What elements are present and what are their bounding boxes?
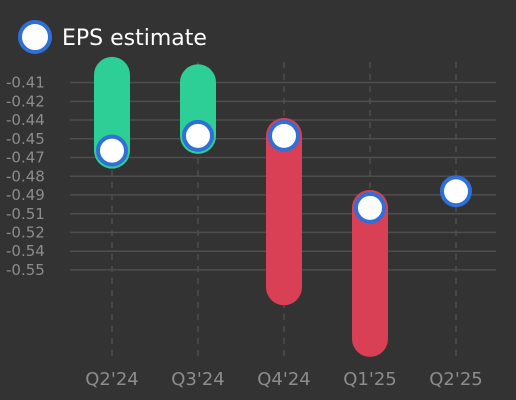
eps-estimate-markers	[96, 119, 472, 224]
y-tick-label-4: -0.47	[6, 148, 45, 166]
y-tick-label-3: -0.45	[6, 130, 45, 148]
y-tick-label-10: -0.55	[6, 261, 45, 279]
y-tick-label-9: -0.54	[6, 242, 45, 260]
legend-marker-icon	[18, 20, 52, 54]
eps-estimate-marker-3[interactable]	[354, 191, 386, 224]
x-axis-ticks: Q2'24 Q3'24 Q4'24 Q1'25 Q2'25	[85, 369, 482, 390]
eps-range-bar-2[interactable]	[266, 117, 302, 306]
eps-estimate-marker-0[interactable]	[96, 134, 128, 167]
x-tick-label-1: Q3'24	[171, 369, 224, 390]
eps-estimate-marker-1[interactable]	[182, 119, 214, 152]
eps-range-bar-3[interactable]	[352, 189, 388, 357]
y-tick-label-8: -0.52	[6, 223, 45, 241]
legend[interactable]: EPS estimate	[18, 20, 207, 54]
x-tick-label-0: Q2'24	[85, 369, 138, 390]
x-tick-label-2: Q4'24	[257, 369, 310, 390]
x-tick-label-4: Q2'25	[429, 369, 482, 390]
y-tick-label-5: -0.48	[6, 167, 45, 185]
eps-estimate-marker-4[interactable]	[440, 175, 472, 208]
y-tick-label-2: -0.44	[6, 111, 45, 129]
y-axis-ticks: -0.41-0.42-0.44-0.45-0.47-0.48-0.49-0.51…	[6, 73, 45, 278]
legend-label: EPS estimate	[62, 26, 207, 51]
x-tick-label-3: Q1'25	[343, 369, 396, 390]
eps-estimate-marker-2[interactable]	[268, 119, 300, 152]
y-tick-label-1: -0.42	[6, 92, 45, 110]
y-tick-label-7: -0.51	[6, 205, 45, 223]
y-tick-label-6: -0.49	[6, 186, 45, 204]
y-tick-label-0: -0.41	[6, 73, 45, 91]
